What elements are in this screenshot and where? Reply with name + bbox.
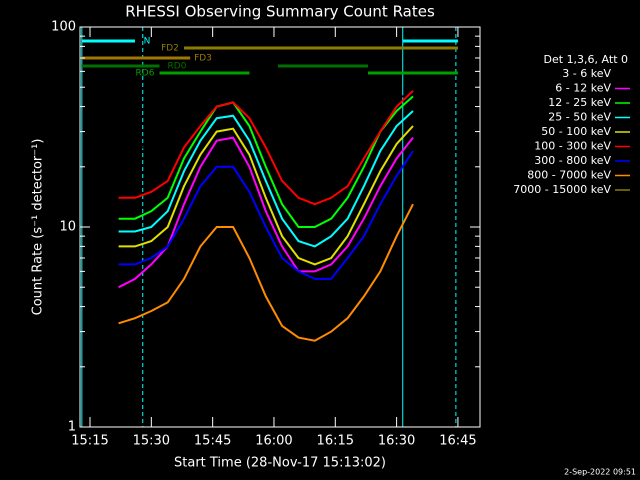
legend-label: 7000 - 15000 keV: [513, 183, 611, 196]
legend-label: 50 - 100 keV: [541, 125, 611, 138]
x-tick-label: 16:00: [255, 434, 292, 449]
x-tick-label: 16:30: [378, 434, 415, 449]
series-line: [118, 125, 414, 266]
flag-label: FD2: [161, 44, 179, 54]
series-line: [118, 89, 413, 149]
series-line: [118, 95, 414, 228]
legend-title: Det 1,3,6, Att 0: [544, 53, 628, 66]
x-tick-label: 15:45: [194, 434, 231, 449]
legend-label: 6 - 12 keV: [555, 82, 611, 95]
series-line: [118, 110, 414, 248]
x-tick-label: 15:15: [71, 434, 108, 449]
flag-label: FD3: [194, 54, 212, 64]
legend-label: 25 - 50 keV: [548, 111, 611, 124]
footer: 2-Sep-2022 09:51: [564, 468, 636, 477]
series-line: [118, 136, 414, 289]
flag-label: N: [144, 37, 151, 47]
legend-label: 300 - 800 keV: [534, 154, 611, 167]
flag-label: RD6: [136, 69, 155, 79]
series-line: [118, 150, 414, 280]
y-tick-label: 100: [51, 20, 76, 35]
series-line: [118, 203, 414, 342]
x-tick-label: 15:30: [133, 434, 170, 449]
legend-label: 12 - 25 keV: [548, 96, 611, 109]
x-tick-label: 16:15: [317, 434, 354, 449]
y-tick-label: 1: [68, 420, 76, 435]
series-line: [118, 90, 414, 206]
plot-frame: [79, 26, 481, 428]
flag-label: RD0: [168, 62, 187, 72]
y-axis-label: Count Rate (s⁻¹ detector⁻¹): [31, 139, 46, 316]
legend-label: 100 - 300 keV: [534, 140, 611, 153]
x-axis-label: Start Time (28-Nov-17 15:13:02): [174, 456, 386, 471]
x-tick-label: 16:45: [439, 434, 476, 449]
legend-label: 800 - 7000 keV: [527, 169, 611, 182]
chart-title: RHESSI Observing Summary Count Rates: [125, 3, 435, 21]
y-tick-label: 10: [59, 220, 76, 235]
legend-label: 3 - 6 keV: [562, 67, 611, 80]
